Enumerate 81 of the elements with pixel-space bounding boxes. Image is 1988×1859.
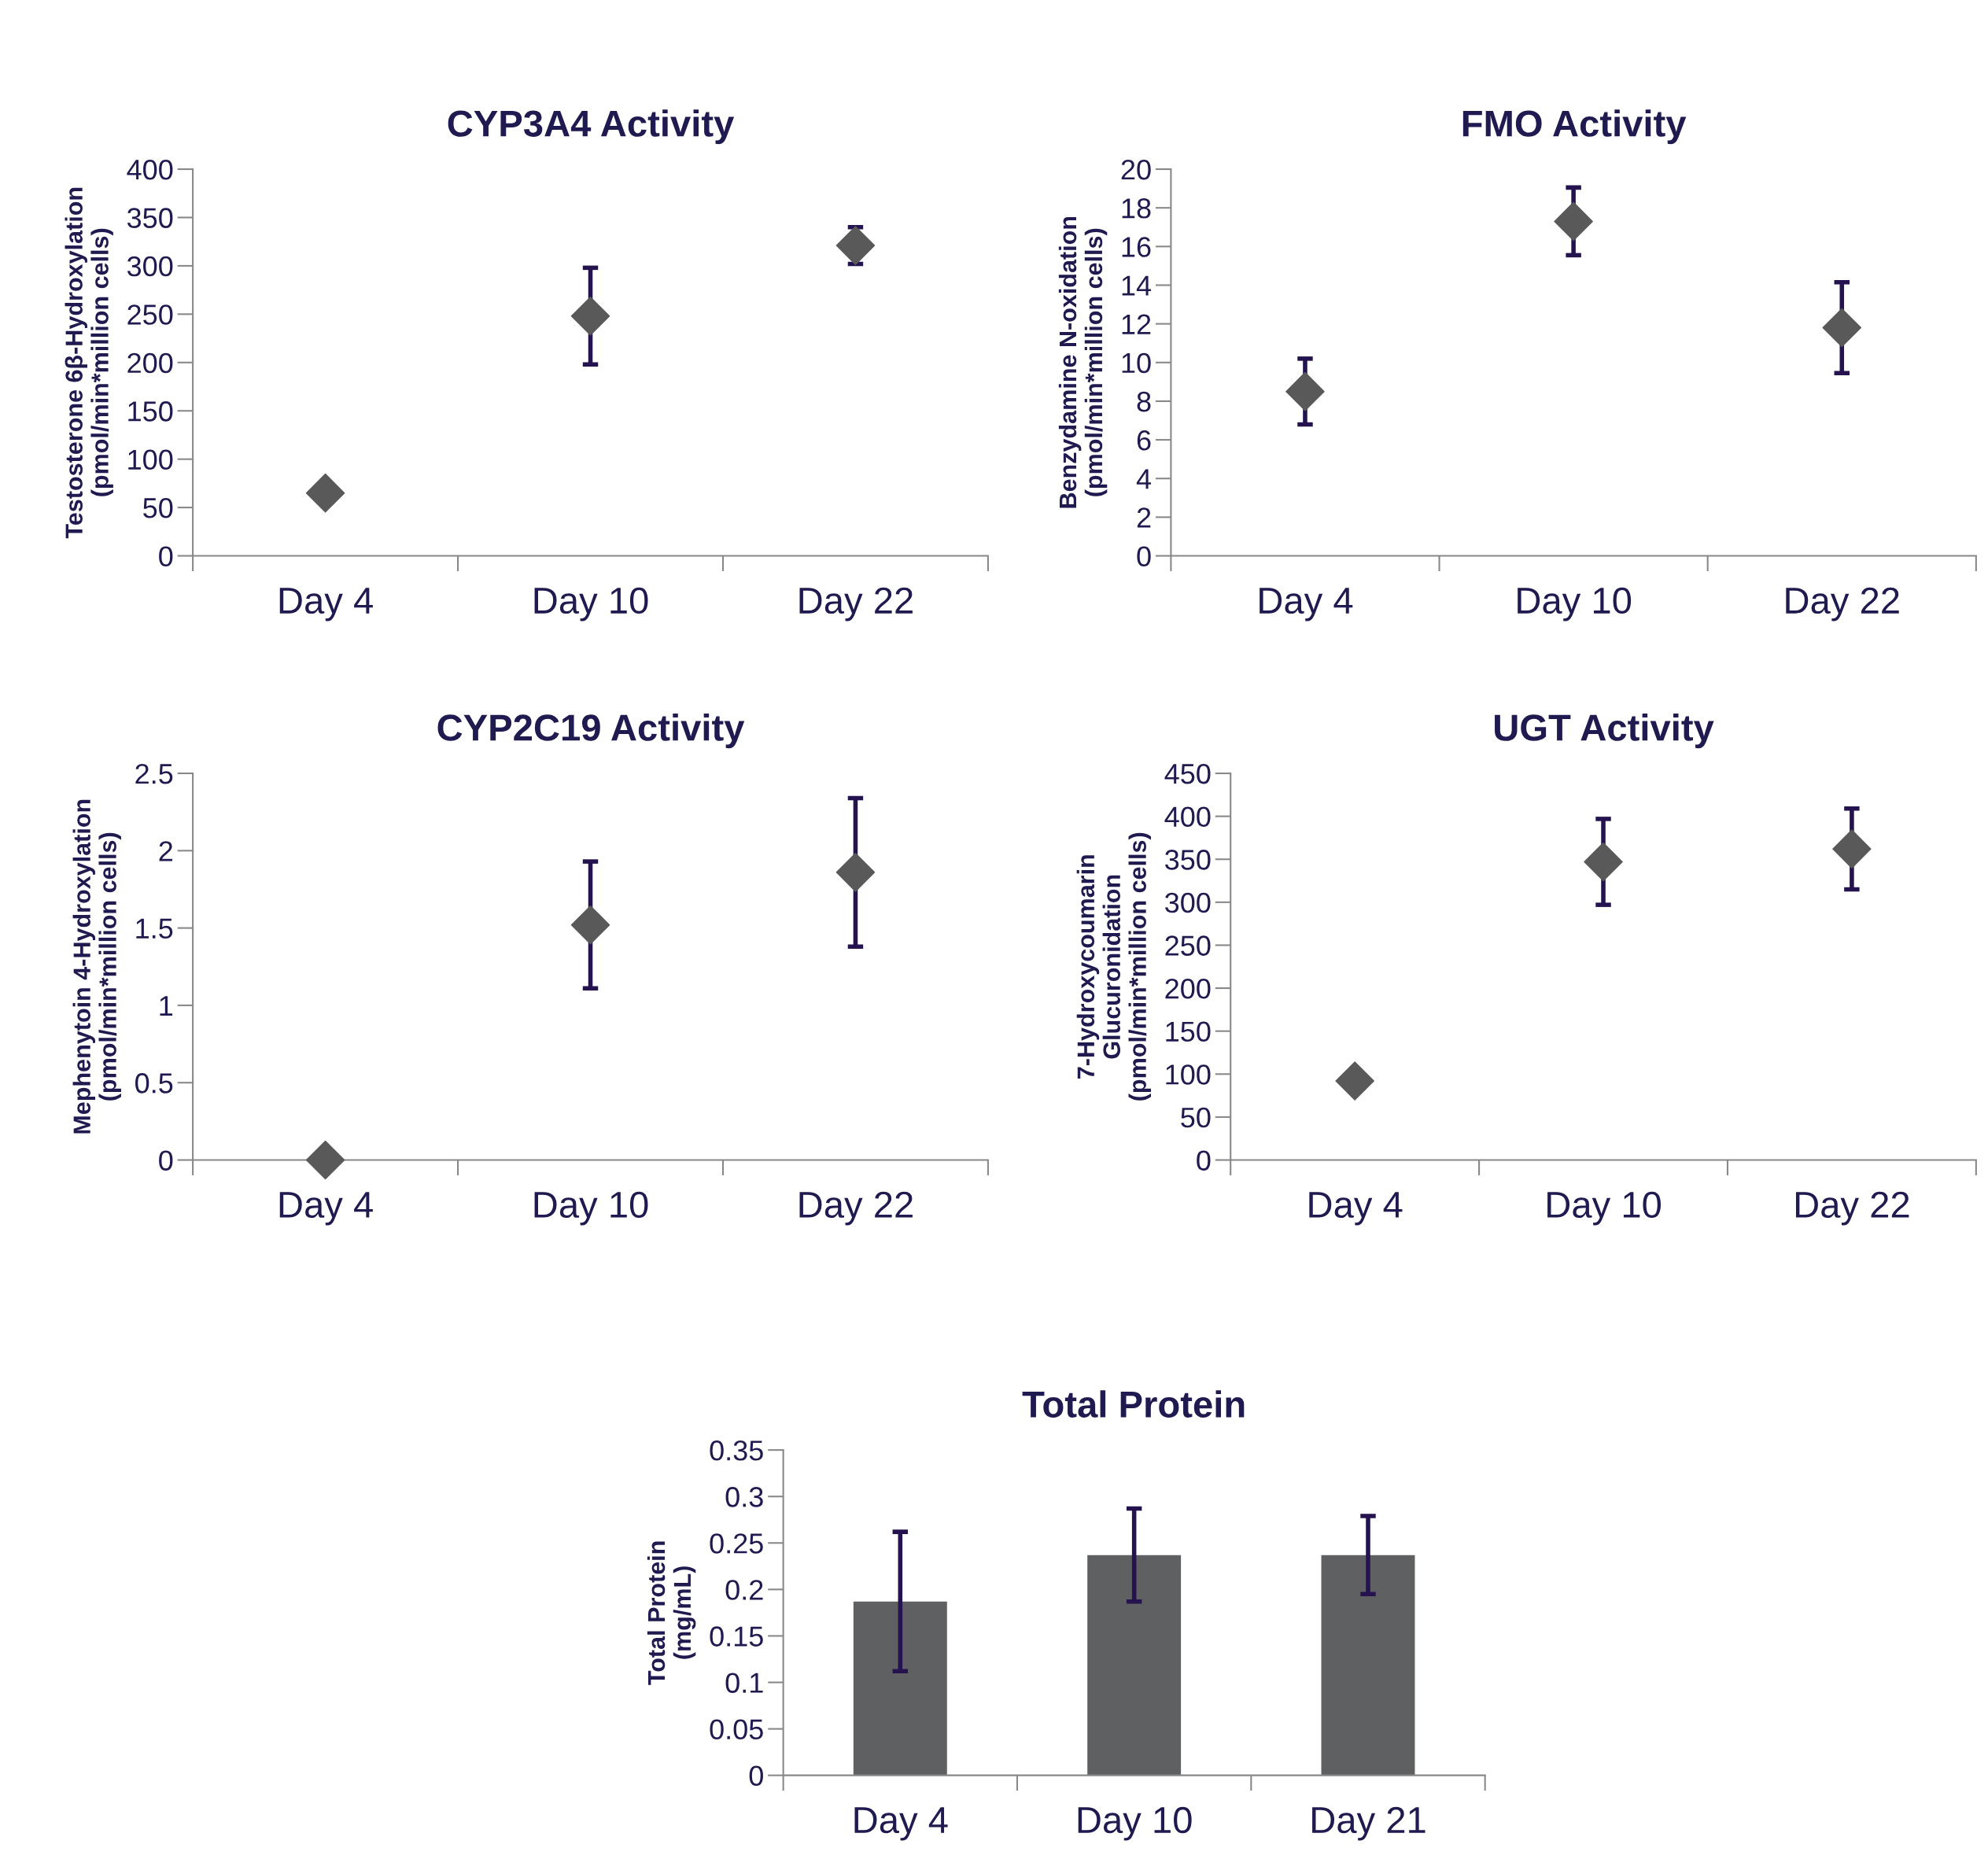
y-tick-label: 14 [1122,275,1152,296]
x-tick-label: Day 4 [1260,588,1353,622]
y-tick-label: 150 [128,401,173,422]
y-tick-label: 18 [1122,198,1151,219]
y-tick-label: 4 [1136,469,1152,489]
point [305,473,345,513]
y-tick-label: 350 [127,208,173,228]
y-tick-label: 2 [1137,507,1151,528]
y-tick-label: 250 [1165,935,1211,956]
point [1584,842,1623,882]
y-axis-title: Benzydamine N-oxidation (pmol/min*million cells) [1058,216,1108,508]
y-tick-label: 450 [1164,763,1211,784]
y-tick-label: 400 [1164,806,1211,828]
y-axis-title: 7-Hydroxycoumarin Glucuronidation (pmol/min*million cells) [1076,832,1151,1101]
x-tick-label: Day 22 [799,1191,913,1226]
x-tick-label: Day 4 [1309,1192,1403,1226]
x-tick-label: Day 21 [1312,1806,1426,1841]
y-tick-label: 0.2 [725,1580,763,1600]
y-tick-label: 400 [127,159,173,180]
x-tick-label: Day 10 [1518,587,1632,622]
point [835,853,876,892]
point [1335,1061,1374,1101]
chart-title: Total Protein [1022,1390,1245,1418]
y-tick-label: 12 [1122,314,1151,334]
y-axis-title: Total Protein (mg/mL) [647,1541,696,1685]
y-tick-label: 0.35 [710,1440,763,1461]
x-tick-label: Day 10 [534,587,648,622]
y-tick-label: 20 [1121,159,1151,180]
y-tick-label: 0 [749,1765,763,1787]
y-tick-label: 10 [1122,352,1151,374]
y-tick-label: 1 [160,996,173,1016]
y-tick-label: 2.5 [135,763,173,784]
y-tick-label: 2 [159,841,172,861]
point [305,1140,345,1180]
chart-title: UGT Activity [1495,714,1714,749]
x-tick-label: Day 4 [279,588,373,622]
point [1554,201,1593,242]
point [1285,371,1325,411]
y-tick-label: 1.5 [136,918,173,939]
chart-title: FMO Activity [1462,109,1687,145]
x-tick-label: Day 4 [854,1807,948,1841]
y-axis-title: Testosterone 6β-Hydroxylation (pmol/min*million cells) [65,187,113,539]
y-tick-label: 300 [1165,892,1211,913]
x-tick-label: Day 10 [1078,1806,1192,1841]
y-tick-label: 350 [1165,850,1211,870]
y-tick-label: 150 [1166,1021,1211,1042]
x-tick-label: Day 10 [534,1191,648,1226]
y-tick-label: 250 [127,304,173,325]
x-tick-label: Day 10 [1547,1191,1661,1226]
x-tick-label: Day 4 [279,1192,373,1226]
x-tick-label: Day 22 [1786,587,1899,622]
y-tick-label: 50 [143,497,173,518]
point [570,905,610,945]
y-tick-label: 6 [1137,430,1151,451]
y-tick-label: 300 [127,256,173,277]
y-tick-label: 200 [1165,978,1211,999]
y-tick-label: 0 [159,546,173,566]
y-tick-label: 0.25 [710,1533,763,1554]
y-tick-label: 100 [128,449,173,470]
chart-title: CYP3A4 Activity [448,109,735,145]
chart-title: CYP2C19 Activity [437,714,745,749]
y-tick-label: 0.1 [725,1673,763,1693]
y-tick-label: 100 [1166,1064,1211,1085]
y-axis-title: Mephenytoin 4-Hydroxylation (pmol/min*million cells) [72,799,121,1134]
y-tick-label: 0 [159,1150,173,1171]
y-tick-label: 0.15 [710,1626,763,1647]
y-tick-label: 0.3 [725,1487,763,1507]
point [1832,829,1872,869]
point [1822,308,1862,348]
y-tick-label: 0.05 [710,1719,763,1740]
y-tick-label: 0.5 [135,1073,173,1094]
point [570,297,610,336]
y-tick-label: 16 [1122,237,1151,257]
point [835,226,876,265]
y-tick-label: 0 [1137,546,1151,566]
y-tick-label: 200 [127,352,173,374]
y-tick-label: 8 [1137,391,1151,412]
x-tick-label: Day 22 [799,587,913,622]
y-tick-label: 0 [1197,1150,1211,1171]
y-tick-label: 50 [1181,1107,1211,1128]
x-tick-label: Day 22 [1795,1191,1909,1226]
